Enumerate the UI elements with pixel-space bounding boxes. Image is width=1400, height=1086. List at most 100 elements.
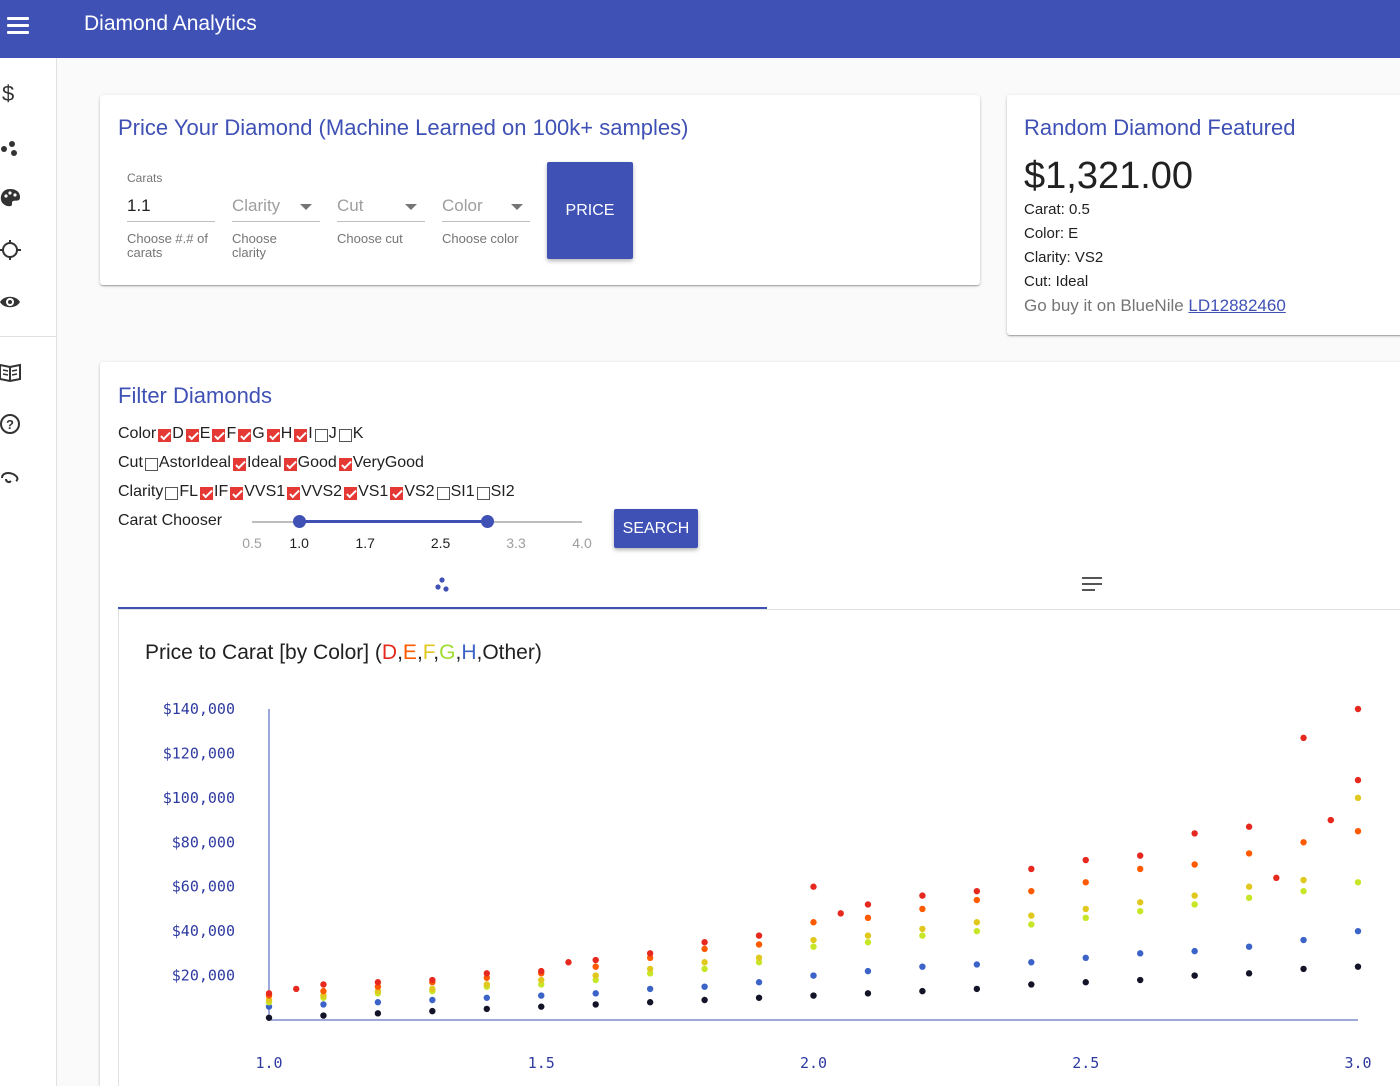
cut-checkbox-verygood[interactable]: VeryGood [337, 454, 424, 472]
checkbox-checked-icon[interactable] [283, 457, 297, 471]
point-g [919, 932, 926, 939]
clarity-checkbox-fl[interactable]: FL [163, 483, 198, 501]
cut-checkbox-good[interactable]: Good [282, 454, 337, 472]
point-d [265, 990, 273, 997]
search-button[interactable]: SEARCH [614, 509, 698, 548]
point-h [1300, 936, 1307, 944]
clarity-checkbox-si2[interactable]: SI2 [475, 483, 515, 501]
active-tab-indicator [118, 607, 767, 609]
checkbox-checked-icon[interactable] [185, 428, 199, 442]
point-g [701, 965, 708, 973]
cut-option-label: Ideal [246, 454, 282, 471]
tab-list[interactable] [767, 558, 1400, 609]
checkbox-unchecked-icon[interactable] [165, 486, 179, 500]
color-option-label: H [280, 425, 293, 442]
checkbox-checked-icon[interactable] [266, 428, 280, 442]
y-tick-label: $100,000 [163, 789, 235, 807]
point-e [1245, 850, 1253, 857]
point-g [864, 939, 872, 946]
clarity-checkbox-if[interactable]: IF [198, 483, 228, 501]
color-placeholder: Color [442, 196, 483, 215]
color-checkbox-h[interactable]: H [265, 425, 293, 443]
price-card [100, 95, 980, 285]
clarity-checkbox-vs2[interactable]: VS2 [388, 483, 435, 501]
checkbox-checked-icon[interactable] [344, 486, 358, 500]
tab-scatter[interactable] [118, 558, 767, 609]
checkbox-checked-icon[interactable] [230, 486, 244, 500]
clarity-option-label: VVS1 [244, 483, 286, 500]
sidebar-item-price[interactable]: $ [0, 78, 40, 110]
carats-label: Carats [127, 171, 163, 185]
bluenile-link[interactable]: LD12882460 [1188, 296, 1286, 315]
sidebar-item-palette[interactable] [0, 182, 40, 214]
cut-filter-row: Cut AstorIdeal Ideal Good VeryGood [118, 454, 424, 472]
point-f [429, 985, 436, 993]
carats-input[interactable]: 1.1 [127, 196, 151, 215]
checkbox-checked-icon[interactable] [390, 486, 404, 500]
point-d [1327, 816, 1334, 824]
point-f [483, 981, 490, 988]
slider-mark-label: 4.0 [572, 535, 592, 551]
color-select[interactable]: Color Choose color [442, 171, 530, 261]
sidebar-item-link[interactable] [0, 460, 40, 492]
point-e [1354, 827, 1362, 835]
checkbox-unchecked-icon[interactable] [436, 486, 450, 500]
checkbox-checked-icon[interactable] [232, 457, 246, 471]
checkbox-checked-icon[interactable] [294, 428, 308, 442]
y-tick-label: $60,000 [172, 878, 235, 896]
point-g [1028, 921, 1035, 928]
cut-checkbox-ideal[interactable]: Ideal [231, 454, 282, 472]
sidebar-item-help[interactable]: ? [0, 408, 40, 440]
point-g [810, 943, 817, 950]
sidebar-item-scatter[interactable] [0, 130, 40, 162]
clarity-checkbox-si1[interactable]: SI1 [435, 483, 475, 501]
color-checkbox-i[interactable]: I [292, 425, 313, 443]
checkbox-checked-icon[interactable] [338, 457, 352, 471]
carat-slider-low-thumb[interactable] [292, 515, 306, 528]
color-checkbox-g[interactable]: G [236, 425, 265, 443]
checkbox-checked-icon[interactable] [158, 428, 172, 442]
checkbox-unchecked-icon[interactable] [476, 486, 490, 500]
price-button[interactable]: PRICE [547, 162, 633, 259]
checkbox-checked-icon[interactable] [200, 486, 214, 500]
checkbox-checked-icon[interactable] [238, 428, 252, 442]
point-g [1354, 879, 1362, 886]
color-checkbox-k[interactable]: K [337, 425, 363, 443]
sidebar-item-target[interactable] [0, 234, 40, 266]
checkbox-checked-icon[interactable] [287, 486, 301, 500]
checkbox-unchecked-icon[interactable] [338, 428, 352, 442]
clarity-checkboxes: FL IF VVS1 VVS2 VS1 VS2 SI1 SI2 [163, 483, 515, 501]
color-option-label: F [226, 425, 237, 442]
point-d [374, 979, 382, 986]
clarity-checkbox-vvs2[interactable]: VVS2 [285, 483, 342, 501]
carats-field[interactable]: Carats 1.1 Choose #.# of carats [127, 171, 215, 261]
clarity-option-label: IF [214, 483, 229, 500]
checkbox-unchecked-icon[interactable] [314, 428, 328, 442]
point-other [1028, 981, 1035, 988]
checkbox-checked-icon[interactable] [212, 428, 226, 442]
point-g [973, 927, 981, 935]
featured-buy-text: Go buy it on BlueNile [1024, 296, 1189, 315]
clarity-select[interactable]: Clarity Choose clarity [232, 171, 320, 261]
color-checkbox-e[interactable]: E [184, 425, 210, 443]
point-d [755, 932, 763, 939]
color-checkbox-j[interactable]: J [313, 425, 337, 443]
point-other [1354, 963, 1362, 970]
menu-icon[interactable] [7, 14, 29, 36]
cut-select[interactable]: Cut Choose cut [337, 171, 425, 261]
carat-slider-high-thumb[interactable] [481, 515, 495, 528]
point-other [646, 999, 654, 1006]
sidebar-item-docs[interactable] [0, 356, 40, 388]
cut-checkbox-astorideal[interactable]: AstorIdeal [143, 454, 231, 472]
point-e [864, 914, 872, 922]
point-f [973, 919, 981, 926]
sidebar-item-view[interactable] [0, 286, 40, 318]
cut-option-label: AstorIdeal [158, 454, 231, 471]
color-checkbox-f[interactable]: F [210, 425, 236, 443]
point-d [1028, 865, 1035, 873]
checkbox-unchecked-icon[interactable] [144, 457, 158, 471]
clarity-checkbox-vvs1[interactable]: VVS1 [228, 483, 285, 501]
clarity-checkbox-vs1[interactable]: VS1 [342, 483, 388, 501]
color-checkbox-d[interactable]: D [156, 425, 184, 443]
